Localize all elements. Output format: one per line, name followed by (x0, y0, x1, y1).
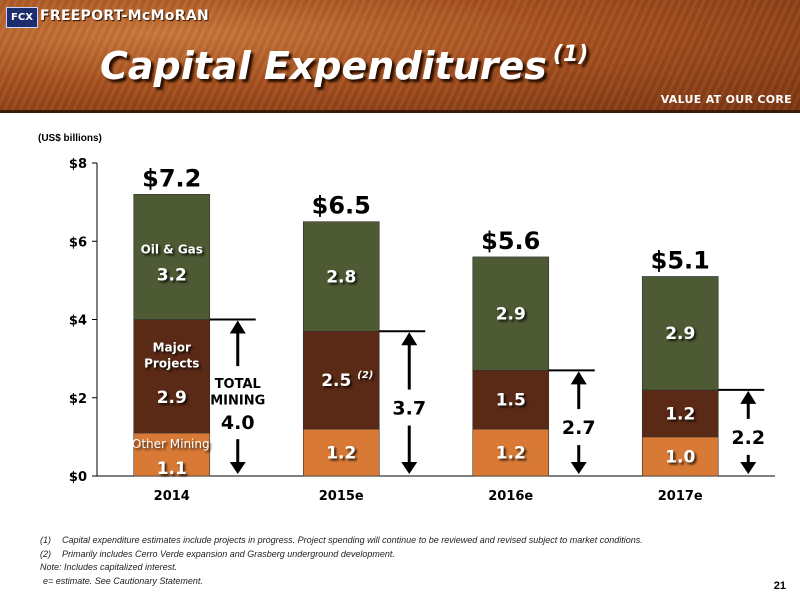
bar-total-label: $5.1 (651, 246, 710, 274)
bar-segment-other-mining-2015e (302, 428, 380, 477)
x-tick-label: 2017e (658, 489, 703, 504)
bar-segment-oil-gas-2017e (641, 276, 719, 391)
footnote-1: (1) Capital expenditure estimates include… (40, 535, 643, 545)
mining-total-value: 2.7 (562, 417, 596, 439)
footnote-2: (2) Primarily includes Cerro Verde expans… (40, 548, 395, 559)
mining-total-value: 3.7 (392, 398, 426, 420)
data-label-oil-gas: 3.2 (157, 265, 187, 285)
page-number: 21 (773, 580, 786, 592)
tagline: VALUE AT OUR CORE (660, 93, 792, 106)
data-label-other-mining: 1.2 (326, 444, 356, 464)
slide-title: Capital Expenditures (1) (100, 42, 588, 88)
mining-total-up-arrowhead (570, 371, 587, 385)
footnotes: (1) Capital expenditure estimates include… (40, 534, 643, 588)
y-tick-label: $0 (69, 470, 87, 485)
mining-total-value: 2.2 (731, 427, 765, 449)
y-tick-label: $2 (69, 392, 87, 407)
mining-total-up-arrowhead (229, 320, 246, 334)
bar-segment-major-projects-2014 (133, 319, 211, 434)
data-label-other-mining: 1.1 (157, 459, 187, 479)
x-tick-label: 2014 (154, 489, 190, 504)
bar-segment-oil-gas-2014 (133, 194, 211, 320)
footnote-marker-2: (2) (357, 370, 373, 381)
mining-total-caption: TOTAL (215, 377, 261, 392)
x-tick-label: 2016e (488, 489, 533, 504)
bar-total-label: $7.2 (142, 164, 201, 192)
data-label-oil-gas: 2.9 (665, 324, 695, 344)
bar-total-label: $5.6 (481, 227, 540, 255)
units-label: (US$ billions) (38, 133, 102, 144)
mining-total-down-arrowhead (740, 462, 757, 474)
bar-segment-major-projects-2017e (641, 389, 719, 438)
note-estimate: e= estimate. See Cautionary Statement. (43, 575, 203, 586)
y-tick-label: $4 (69, 314, 87, 329)
data-label-oil-gas: 2.9 (496, 305, 526, 325)
note-capitalized-interest: Note: Includes capitalized interest. (40, 562, 178, 572)
mining-total-up-arrowhead (740, 390, 757, 404)
slide-title-text: Capital Expenditures (100, 44, 547, 88)
segment-caption-other-mining: Other Mining (132, 437, 210, 451)
bar-total-label: $6.5 (312, 192, 371, 220)
segment-caption-major-projects: Major (153, 341, 191, 355)
mining-total-down-arrowhead (401, 462, 418, 474)
data-label-major-projects: 2.5 (321, 371, 351, 391)
bar-segment-oil-gas-2015e (302, 221, 380, 332)
header-divider (0, 110, 800, 113)
bar-segment-oil-gas-2016e (472, 256, 550, 371)
bar-segment-major-projects-2015e (302, 330, 380, 430)
data-label-other-mining: 1.0 (665, 447, 695, 467)
mining-total-down-arrowhead (229, 462, 246, 474)
mining-total-down-arrowhead (570, 462, 587, 474)
header-banner: FCX FREEPORT-McMoRAN Capital Expenditure… (0, 0, 800, 112)
title-footnote-marker: (1) (552, 42, 589, 67)
data-label-other-mining: 1.2 (496, 444, 526, 464)
company-name: FREEPORT-McMoRAN (40, 8, 209, 24)
bar-segment-other-mining-2017e (641, 436, 719, 477)
y-tick-label: $8 (69, 157, 87, 172)
mining-total-caption: MINING (210, 394, 265, 409)
x-tick-label: 2015e (319, 489, 364, 504)
mining-total-value: 4.0 (221, 412, 255, 434)
segment-caption-oil-gas: Oil & Gas (141, 242, 203, 256)
data-label-major-projects: 2.9 (157, 388, 187, 408)
mining-total-up-arrowhead (401, 332, 418, 346)
segment-caption-major-projects: Projects (144, 357, 199, 371)
bar-segment-other-mining-2016e (472, 428, 550, 477)
data-label-oil-gas: 2.8 (326, 267, 356, 287)
bar-segment-other-mining-2014 (133, 432, 211, 477)
y-tick-label: $6 (69, 235, 87, 250)
data-label-major-projects: 1.5 (496, 391, 526, 411)
bar-segment-major-projects-2016e (472, 370, 550, 430)
data-label-major-projects: 1.2 (665, 404, 695, 424)
company-logo: FCX (6, 7, 38, 28)
